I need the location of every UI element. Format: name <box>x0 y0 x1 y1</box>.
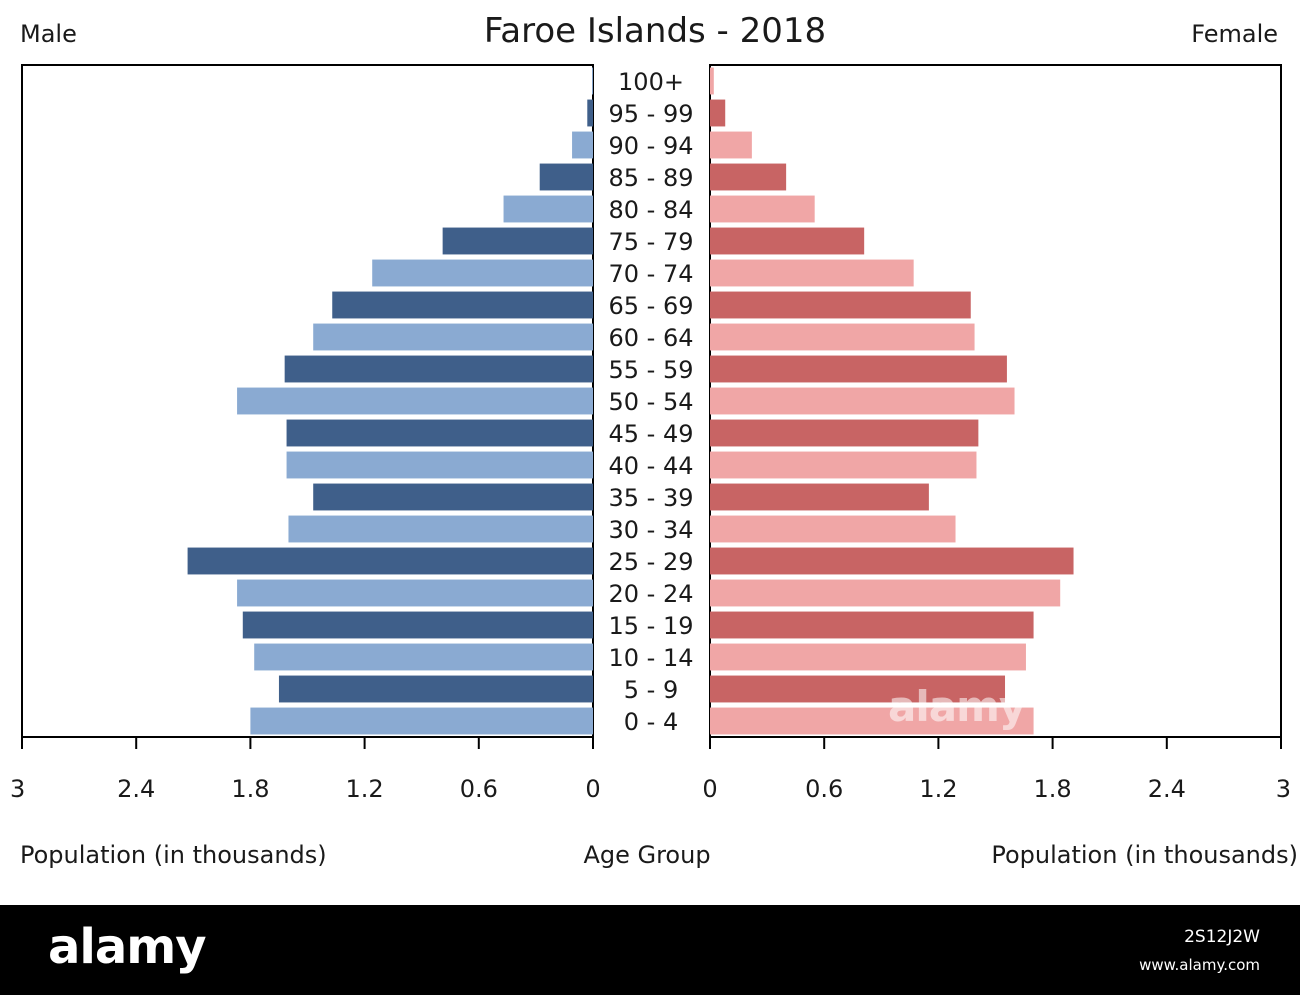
chart-svg: Faroe Islands - 2018 Male Female 100+ 95 … <box>10 11 1298 869</box>
female-x-axis-label: Population (in thousands) <box>991 841 1298 869</box>
age-group-label: 0 - 4 <box>624 708 678 736</box>
male-bar <box>572 131 593 159</box>
male-bar <box>313 323 593 351</box>
female-axis-ticks: 0 0.6 1.2 1.8 2.4 3 <box>702 737 1291 803</box>
footer-info: 2S12J2W www.alamy.com <box>1139 923 1260 979</box>
watermark: alamy <box>888 682 1026 731</box>
female-bar <box>710 419 979 447</box>
male-bar <box>332 291 593 319</box>
age-group-label: 20 - 24 <box>609 580 694 608</box>
age-group-label: 15 - 19 <box>609 612 694 640</box>
male-tick-label: 0 <box>585 775 600 803</box>
male-bar <box>372 259 593 287</box>
female-bar <box>710 163 787 191</box>
female-bar <box>710 259 914 287</box>
male-bar <box>442 227 593 255</box>
female-bar <box>710 515 956 543</box>
female-tick-label: 1.2 <box>919 775 957 803</box>
female-bar <box>710 195 815 223</box>
age-group-label: 90 - 94 <box>609 132 694 160</box>
male-tick-label: 0.6 <box>460 775 498 803</box>
female-bar <box>710 355 1007 383</box>
female-bar <box>710 643 1026 671</box>
age-group-label: 25 - 29 <box>609 548 694 576</box>
male-label: Male <box>20 20 77 48</box>
age-group-label: 70 - 74 <box>609 260 694 288</box>
age-group-label: 60 - 64 <box>609 324 694 352</box>
age-group-label: 95 - 99 <box>609 100 694 128</box>
male-bar <box>592 67 593 95</box>
age-group-label: 85 - 89 <box>609 164 694 192</box>
male-bar <box>286 419 593 447</box>
age-group-label: 40 - 44 <box>609 452 694 480</box>
age-group-label: 35 - 39 <box>609 484 694 512</box>
male-bar <box>187 547 593 575</box>
image-id: 2S12J2W <box>1184 927 1260 947</box>
male-bar <box>286 451 593 479</box>
footer-bar: alamy 2S12J2W www.alamy.com <box>0 905 1300 995</box>
age-group-label: 30 - 34 <box>609 516 694 544</box>
male-bar <box>237 387 593 415</box>
age-group-label: 80 - 84 <box>609 196 694 224</box>
male-bar <box>278 675 593 703</box>
male-tick-label: 1.2 <box>346 775 384 803</box>
male-bar <box>503 195 593 223</box>
age-group-label: 65 - 69 <box>609 292 694 320</box>
female-bar <box>710 227 865 255</box>
male-tick-label: 1.8 <box>231 775 269 803</box>
female-tick-label: 3 <box>1276 775 1291 803</box>
male-bar <box>254 643 593 671</box>
alamy-logo: alamy <box>48 919 207 975</box>
male-x-axis-label: Population (in thousands) <box>20 841 327 869</box>
male-tick-label: 3 <box>10 775 25 803</box>
age-group-label: 45 - 49 <box>609 420 694 448</box>
female-tick-label: 0 <box>702 775 717 803</box>
female-tick-label: 2.4 <box>1148 775 1186 803</box>
female-bar <box>710 451 977 479</box>
male-bar <box>539 163 593 191</box>
female-bar <box>710 707 1034 735</box>
female-tick-label: 1.8 <box>1034 775 1072 803</box>
male-bar <box>288 515 593 543</box>
male-bars <box>187 67 593 735</box>
female-bar <box>710 99 726 127</box>
female-bar <box>710 291 971 319</box>
female-bar <box>710 547 1074 575</box>
male-bar <box>313 483 593 511</box>
age-group-axis-label: Age Group <box>583 841 710 869</box>
male-bar <box>250 707 593 735</box>
female-bars <box>710 67 1074 735</box>
male-tick-label: 2.4 <box>117 775 155 803</box>
male-bar <box>284 355 593 383</box>
male-axis-ticks: 0 0.6 1.2 1.8 2.4 3 <box>10 737 601 803</box>
age-group-label: 55 - 59 <box>609 356 694 384</box>
age-group-label: 100+ <box>618 68 684 96</box>
female-bar <box>710 131 752 159</box>
age-group-labels: 100+ 95 - 99 90 - 94 85 - 89 80 - 84 75 - 79 7… <box>609 68 694 736</box>
population-pyramid-chart: Faroe Islands - 2018 Male Female 100+ 95 … <box>10 11 1298 869</box>
female-bar <box>710 675 1006 703</box>
footer-url: www.alamy.com <box>1139 956 1260 974</box>
age-group-label: 75 - 79 <box>609 228 694 256</box>
male-bar <box>587 99 593 127</box>
female-tick-label: 0.6 <box>805 775 843 803</box>
age-group-label: 5 - 9 <box>624 676 678 704</box>
male-bar <box>237 579 593 607</box>
female-bar <box>710 387 1015 415</box>
male-bar <box>242 611 593 639</box>
female-label: Female <box>1191 20 1278 48</box>
chart-title: Faroe Islands - 2018 <box>484 11 826 51</box>
female-bar <box>710 323 975 351</box>
female-bar <box>710 483 929 511</box>
age-group-label: 10 - 14 <box>609 644 694 672</box>
female-bar <box>710 579 1061 607</box>
age-group-label: 50 - 54 <box>609 388 694 416</box>
female-bar <box>710 67 714 95</box>
female-bar <box>710 611 1034 639</box>
